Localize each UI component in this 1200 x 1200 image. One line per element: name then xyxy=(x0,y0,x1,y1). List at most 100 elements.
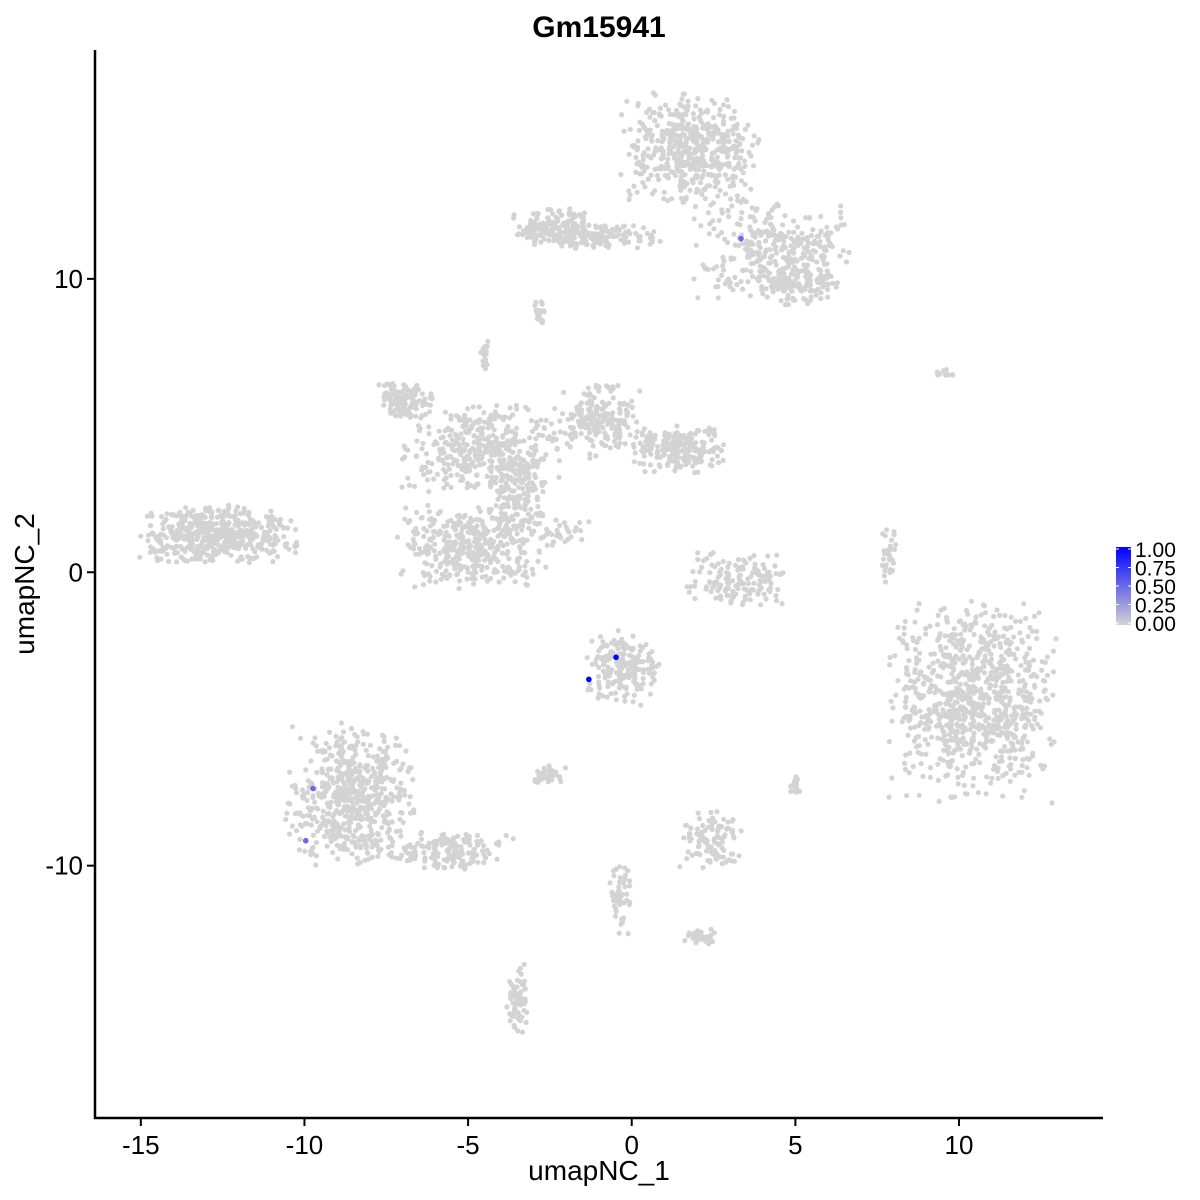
cell-point xyxy=(902,704,909,710)
cell-point xyxy=(935,637,941,643)
cell-point xyxy=(425,469,431,475)
cell-point xyxy=(405,475,411,481)
cell-point xyxy=(649,662,655,668)
cell-point xyxy=(992,707,998,713)
cell-point xyxy=(493,438,499,444)
cell-point xyxy=(511,478,517,484)
cell-point xyxy=(984,738,990,745)
cell-point xyxy=(818,296,824,302)
cell-point xyxy=(246,513,252,519)
cell-point xyxy=(690,111,697,117)
cell-point xyxy=(475,438,481,444)
cell-point xyxy=(535,558,541,565)
cell-point xyxy=(917,650,923,656)
cell-point xyxy=(417,398,423,404)
cell-point xyxy=(538,417,544,423)
cell-point xyxy=(728,115,734,121)
cell-point xyxy=(675,113,682,120)
cell-point xyxy=(730,578,736,584)
cell-point xyxy=(259,546,265,552)
cell-point xyxy=(313,853,319,859)
cell-point xyxy=(652,118,658,124)
cell-point xyxy=(338,720,344,726)
cell-point xyxy=(758,602,764,608)
cell-point xyxy=(533,447,539,454)
cell-point xyxy=(719,207,725,213)
cell-point xyxy=(461,441,467,447)
cell-point xyxy=(748,186,754,192)
cell-point xyxy=(1002,694,1009,700)
cell-point xyxy=(545,216,551,222)
cell-point xyxy=(908,725,914,731)
cell-point xyxy=(712,123,718,129)
cell-point xyxy=(425,502,431,508)
cell-point xyxy=(656,462,662,468)
cell-point xyxy=(982,610,988,616)
cell-point xyxy=(645,442,651,448)
cell-point xyxy=(243,531,249,538)
cell-point xyxy=(903,713,910,720)
cell-point xyxy=(645,146,651,152)
cell-point xyxy=(493,475,499,481)
cell-point xyxy=(180,523,186,530)
cell-point xyxy=(440,434,446,440)
cell-point xyxy=(469,518,475,524)
cell-point xyxy=(639,170,645,177)
cell-point xyxy=(477,462,483,468)
cell-point xyxy=(931,708,937,714)
cell-point xyxy=(904,645,910,652)
cell-point xyxy=(640,681,646,687)
cell-point xyxy=(551,430,557,436)
cell-point xyxy=(734,148,741,154)
cell-point xyxy=(789,288,795,294)
cell-point xyxy=(704,107,711,113)
cell-point xyxy=(1007,778,1013,784)
cell-point xyxy=(370,765,376,771)
cell-point xyxy=(1013,618,1019,625)
cell-point xyxy=(335,829,341,836)
chart-title: Gm15941 xyxy=(532,11,665,44)
cell-point xyxy=(728,600,734,606)
cell-point xyxy=(698,223,704,229)
cell-point xyxy=(379,786,385,792)
cell-point xyxy=(966,684,972,690)
cell-point xyxy=(333,799,339,805)
cell-point xyxy=(556,474,562,480)
cell-point xyxy=(887,654,893,661)
cell-point xyxy=(400,568,406,574)
cell-point xyxy=(221,530,227,536)
cell-point xyxy=(426,550,432,556)
cell-point xyxy=(408,391,414,397)
cell-point xyxy=(471,433,477,439)
cell-point xyxy=(452,566,458,572)
cell-point xyxy=(496,523,502,530)
cell-point xyxy=(229,535,235,541)
cell-point xyxy=(355,739,361,745)
cell-point xyxy=(478,431,485,437)
cell-point xyxy=(312,799,318,805)
cell-point xyxy=(691,116,697,122)
cell-point xyxy=(314,828,320,834)
cell-point xyxy=(625,402,631,408)
cell-point xyxy=(570,220,576,226)
cell-point xyxy=(711,150,717,156)
cell-point xyxy=(429,563,435,569)
cell-point xyxy=(720,558,726,565)
cell-point xyxy=(462,512,468,519)
cell-point xyxy=(540,456,546,462)
cell-point xyxy=(947,638,953,644)
cell-point xyxy=(353,751,359,758)
cell-point xyxy=(378,800,384,806)
cell-point xyxy=(627,126,633,132)
cell-point xyxy=(456,518,462,524)
cell-point xyxy=(534,215,540,221)
cell-point xyxy=(588,408,594,414)
cell-point xyxy=(772,258,778,264)
cell-point xyxy=(321,833,327,840)
cell-point xyxy=(486,465,492,471)
cell-point xyxy=(587,451,593,457)
cell-point xyxy=(501,441,507,447)
cell-point xyxy=(325,811,331,817)
cell-point xyxy=(783,234,789,240)
cell-point xyxy=(415,423,422,429)
